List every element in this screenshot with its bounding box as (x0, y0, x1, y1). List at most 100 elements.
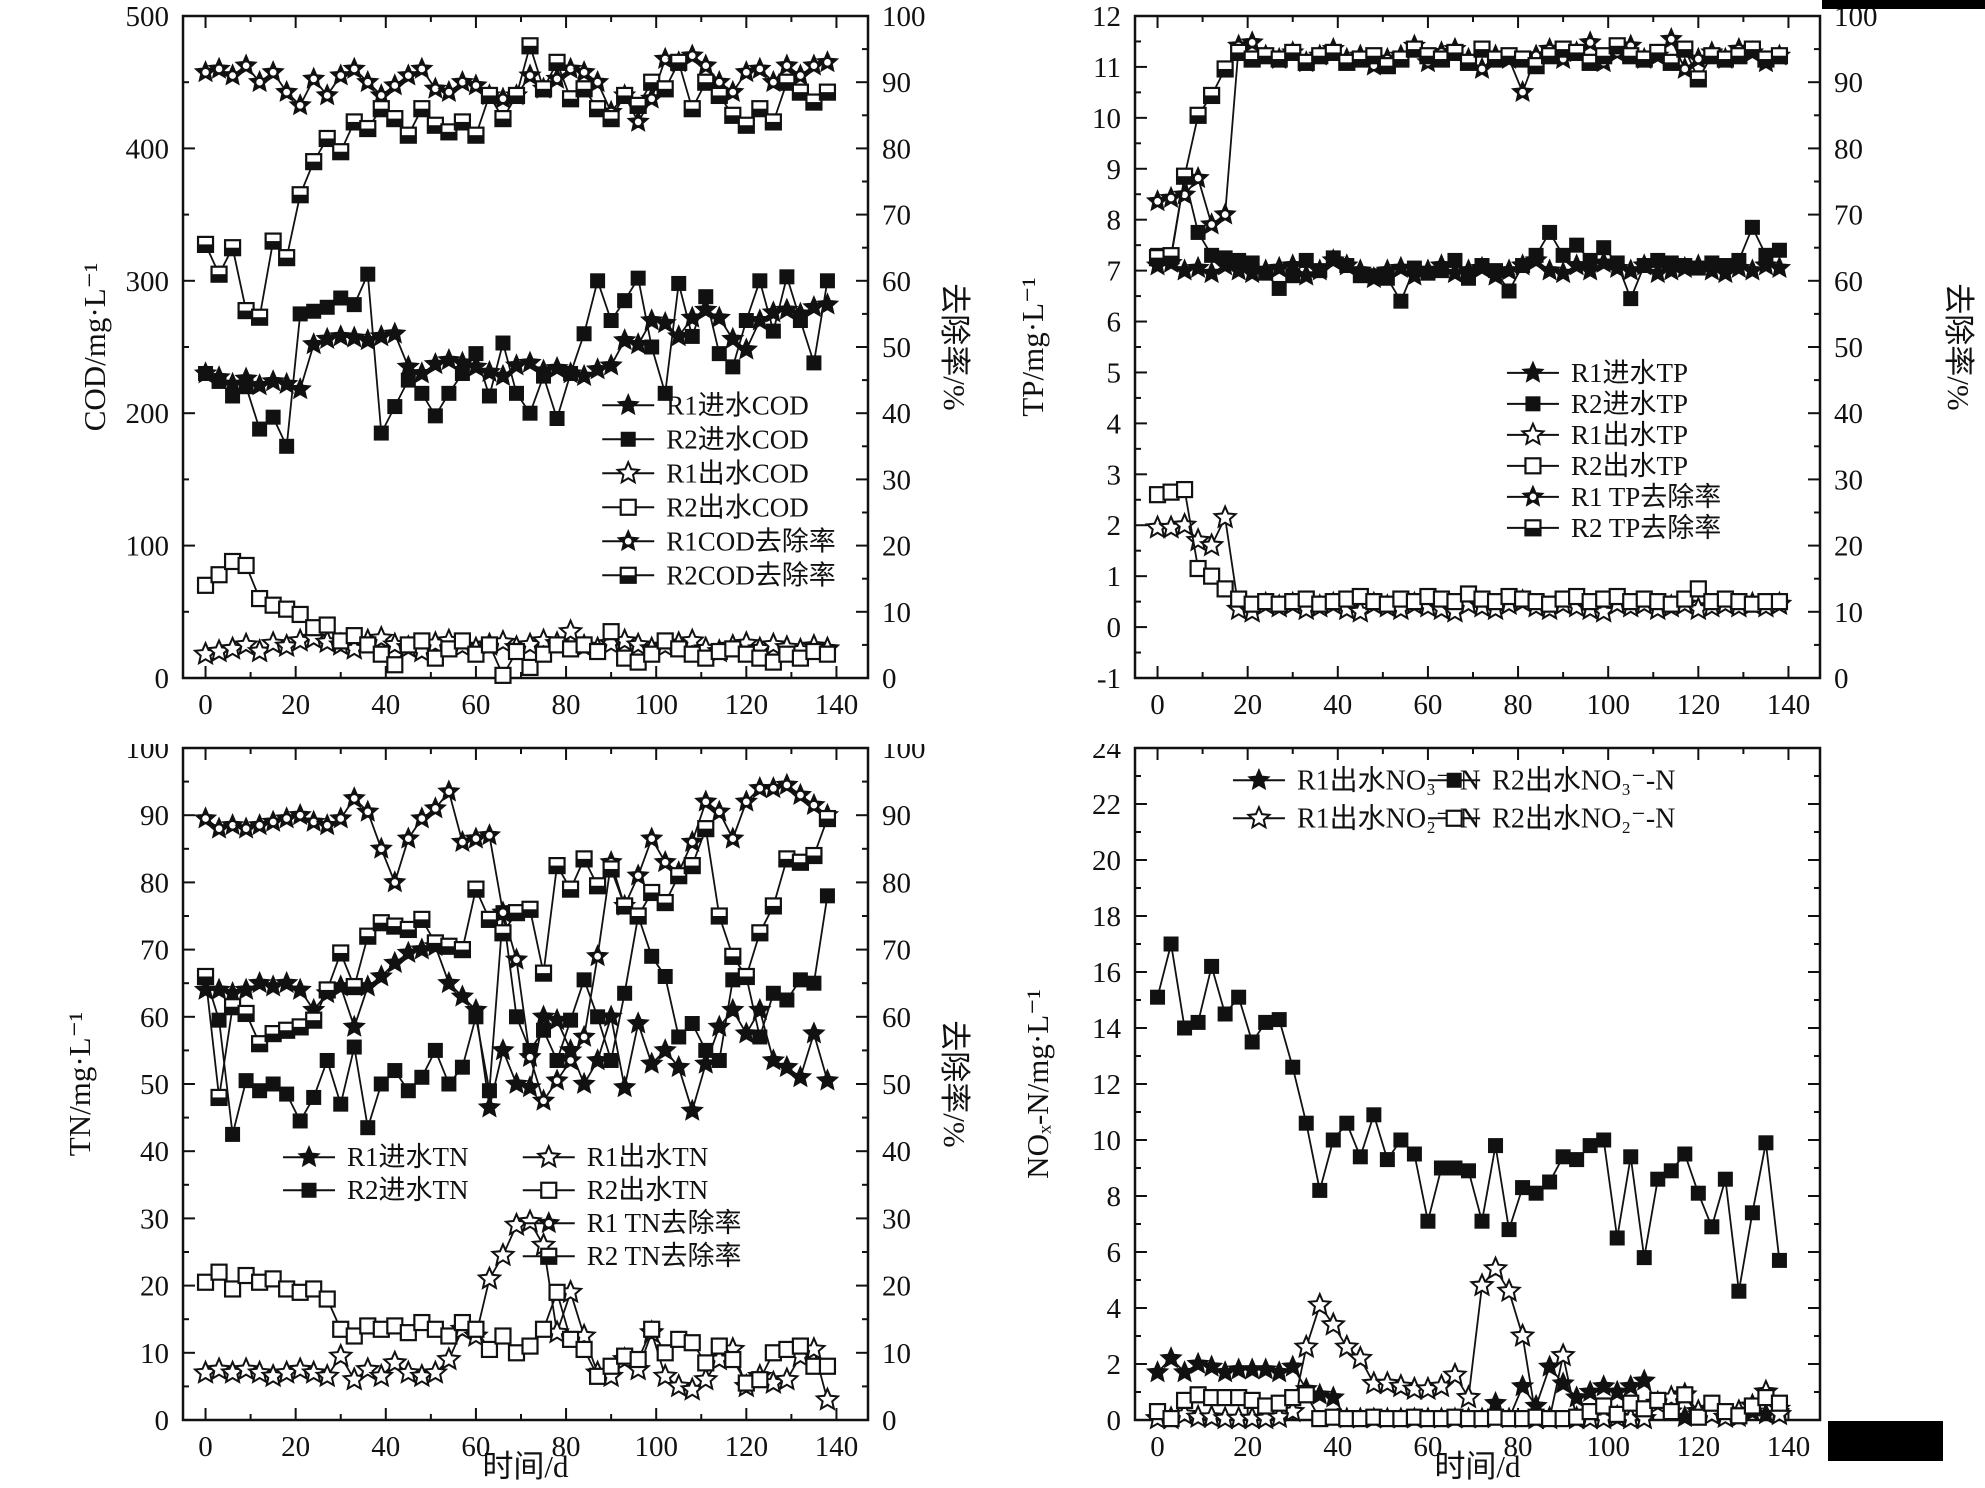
svg-text:100: 100 (1586, 1431, 1630, 1463)
svg-text:-1: -1 (1097, 663, 1121, 695)
svg-text:4: 4 (1107, 1293, 1122, 1325)
axis-titles: NOₓ-N/mg·L⁻¹ 时间/d (1020, 989, 1521, 1484)
svg-text:30: 30 (882, 1203, 911, 1235)
legend-label: R1 TP去除率 (1571, 482, 1721, 512)
svg-text:300: 300 (126, 266, 170, 298)
svg-text:140: 140 (815, 1431, 859, 1463)
svg-text:2: 2 (1107, 1349, 1122, 1381)
legend-label: R2COD去除率 (666, 560, 836, 590)
legend-item-R2出水NO₂⁻-N: R2出水NO₂⁻-N (1428, 802, 1675, 834)
svg-text:12: 12 (1092, 1069, 1121, 1101)
svg-text:8: 8 (1107, 205, 1122, 237)
legend-item-R2 TN去除率: R2 TN去除率 (522, 1241, 742, 1271)
chart-cod: 0 20 40 60 80 100 120 140 0 100 200 300 400 500 0 10 20 3… (77, 1, 972, 721)
svg-text:80: 80 (552, 1431, 581, 1463)
svg-text:80: 80 (1504, 1431, 1533, 1463)
axis-titles: COD/mg·L⁻¹ 去除率/% (77, 263, 972, 432)
svg-text:0: 0 (1834, 663, 1849, 695)
y-axis-title-right: 去除率/% (1941, 283, 1976, 410)
series-R2出水NO₃⁻-N (1150, 936, 1787, 1299)
svg-text:20: 20 (1233, 1431, 1262, 1463)
legend-item-R2出水COD: R2出水COD (602, 492, 809, 522)
svg-text:50: 50 (1834, 332, 1863, 364)
legend-item-R2进水TN: R2进水TN (283, 1175, 469, 1205)
y-axis-title-left: COD/mg·L⁻¹ (77, 263, 112, 432)
svg-text:40: 40 (1834, 398, 1863, 430)
svg-text:0: 0 (1150, 1431, 1165, 1463)
svg-text:0: 0 (882, 663, 897, 695)
svg-text:0: 0 (1107, 612, 1122, 644)
svg-text:70: 70 (140, 935, 169, 967)
svg-text:200: 200 (126, 398, 170, 430)
legend-item-R1出水COD: R1出水COD (602, 458, 809, 488)
legend-item-R1出水NO₂⁻-N: R1出水NO₂⁻-N (1232, 802, 1480, 834)
svg-text:10: 10 (1834, 597, 1863, 629)
svg-text:40: 40 (371, 1431, 400, 1463)
series-R1进水COD (193, 292, 840, 400)
svg-text:90: 90 (882, 67, 911, 99)
plot-frame (1133, 14, 1822, 680)
svg-text:60: 60 (140, 1002, 169, 1034)
svg-text:11: 11 (1093, 52, 1121, 84)
svg-text:40: 40 (882, 1136, 911, 1168)
svg-text:500: 500 (126, 1, 170, 33)
series-R2出水NO₂⁻-N (1148, 1386, 1789, 1428)
legend-label: R2 TN去除率 (587, 1241, 742, 1271)
svg-text:14: 14 (1092, 1013, 1122, 1045)
svg-text:20: 20 (882, 1271, 911, 1303)
legend-label: R1出水COD (666, 458, 809, 488)
svg-text:10: 10 (882, 597, 911, 629)
svg-text:100: 100 (882, 1, 926, 33)
svg-text:0: 0 (1150, 689, 1165, 721)
legend-item-R2进水COD: R2进水COD (602, 424, 809, 454)
svg-text:40: 40 (882, 398, 911, 430)
svg-text:30: 30 (140, 1203, 169, 1235)
legend-label: R1COD去除率 (666, 526, 836, 556)
svg-text:10: 10 (1092, 103, 1121, 135)
svg-text:0: 0 (155, 1405, 170, 1437)
series-R1 TN去除率 (193, 772, 840, 1111)
series-R2出水TN (196, 1263, 837, 1392)
svg-text:20: 20 (281, 689, 310, 721)
svg-text:100: 100 (126, 744, 170, 765)
axes-ticks (183, 747, 868, 1421)
legend-label: R1进水TP (1571, 358, 1688, 388)
svg-text:5: 5 (1107, 357, 1122, 389)
svg-text:6: 6 (1107, 1237, 1122, 1269)
svg-text:400: 400 (126, 133, 170, 165)
svg-text:20: 20 (1233, 689, 1262, 721)
series-R2进水COD (198, 266, 835, 454)
svg-text:100: 100 (1586, 689, 1630, 721)
svg-text:0: 0 (1107, 1405, 1122, 1437)
svg-text:50: 50 (140, 1069, 169, 1101)
axis-tick-labels: 0 20 40 60 80 100 120 140 0 100 200 300 400 500 0 10 20 3… (126, 1, 926, 721)
y-axis-title-right: 去除率/% (937, 1020, 972, 1147)
svg-text:80: 80 (1834, 133, 1863, 165)
svg-text:60: 60 (461, 1431, 490, 1463)
legend-item-R1出水TP: R1出水TP (1506, 420, 1688, 450)
svg-text:140: 140 (815, 689, 859, 721)
series-R1出水NO₂⁻-N (1144, 1255, 1793, 1430)
svg-text:80: 80 (882, 133, 911, 165)
axes-ticks (1135, 747, 1820, 1421)
svg-text:0: 0 (882, 1405, 897, 1437)
legend-item-R1进水TN: R1进水TN (283, 1142, 469, 1172)
svg-text:0: 0 (198, 689, 213, 721)
redaction-bar (1822, 0, 1985, 9)
svg-text:20: 20 (1834, 531, 1863, 563)
svg-text:2: 2 (1107, 510, 1122, 542)
svg-text:20: 20 (882, 531, 911, 563)
legend-label: R1出水TP (1571, 420, 1688, 450)
y-axis-title-left: NOₓ-N/mg·L⁻¹ (1020, 989, 1055, 1179)
svg-text:0: 0 (198, 1431, 213, 1463)
legend-item-R1进水TP: R1进水TP (1506, 358, 1688, 388)
axis-tick-labels: 0 20 40 60 80 100 120 1400102030405060708090100… (126, 744, 926, 1463)
svg-text:90: 90 (140, 800, 169, 832)
legend-item-R2出水NO₃⁻-N: R2出水NO₃⁻-N (1428, 764, 1675, 796)
svg-text:10: 10 (140, 1338, 169, 1370)
svg-text:8: 8 (1107, 1181, 1122, 1213)
